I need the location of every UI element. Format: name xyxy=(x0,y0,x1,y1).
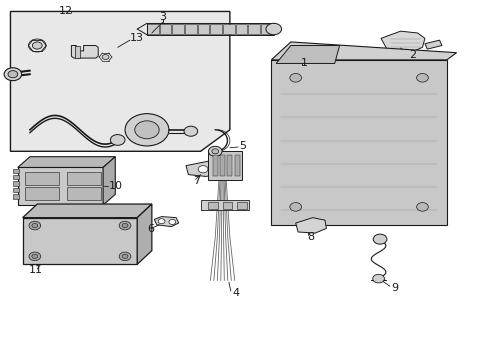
Bar xyxy=(222,202,232,209)
Bar xyxy=(66,172,101,185)
Circle shape xyxy=(416,203,427,211)
Bar xyxy=(13,175,19,179)
Circle shape xyxy=(208,165,218,172)
Bar xyxy=(261,24,272,34)
Text: 7: 7 xyxy=(193,176,200,186)
Circle shape xyxy=(110,135,125,145)
Bar xyxy=(223,24,234,34)
Bar xyxy=(212,155,217,176)
Text: 13: 13 xyxy=(130,33,143,43)
Circle shape xyxy=(119,221,131,230)
Circle shape xyxy=(122,254,128,258)
Circle shape xyxy=(265,23,281,35)
Bar xyxy=(184,24,196,34)
Circle shape xyxy=(158,219,164,224)
Text: 4: 4 xyxy=(232,288,239,298)
Polygon shape xyxy=(18,157,115,167)
Text: 8: 8 xyxy=(306,232,313,242)
Circle shape xyxy=(32,254,38,258)
Bar xyxy=(66,187,101,200)
Polygon shape xyxy=(154,217,178,226)
Polygon shape xyxy=(103,157,115,205)
Polygon shape xyxy=(22,218,137,264)
Bar xyxy=(207,202,217,209)
Circle shape xyxy=(102,54,109,59)
Bar xyxy=(147,24,158,34)
Bar xyxy=(172,24,183,34)
Bar xyxy=(210,24,222,34)
Polygon shape xyxy=(276,45,339,63)
Circle shape xyxy=(119,252,131,261)
Polygon shape xyxy=(75,45,80,58)
Bar xyxy=(200,200,249,211)
Circle shape xyxy=(372,274,384,283)
Text: 5: 5 xyxy=(239,141,246,151)
Bar xyxy=(234,155,239,176)
Bar xyxy=(25,172,59,185)
Bar xyxy=(13,168,19,173)
Bar xyxy=(13,181,19,186)
Polygon shape xyxy=(71,45,98,58)
Circle shape xyxy=(183,126,197,136)
Circle shape xyxy=(208,146,222,156)
Text: 12: 12 xyxy=(59,6,73,17)
Circle shape xyxy=(29,221,41,230)
Bar xyxy=(227,155,232,176)
Bar xyxy=(25,187,59,200)
Circle shape xyxy=(32,224,38,228)
Bar xyxy=(13,188,19,192)
Bar xyxy=(159,24,171,34)
Polygon shape xyxy=(137,204,152,264)
Circle shape xyxy=(135,121,159,139)
Bar xyxy=(237,202,246,209)
Bar xyxy=(220,155,224,176)
Bar xyxy=(235,24,247,34)
Circle shape xyxy=(8,71,18,78)
Text: 1: 1 xyxy=(300,58,307,68)
Polygon shape xyxy=(18,167,103,205)
Circle shape xyxy=(416,73,427,82)
Circle shape xyxy=(289,73,301,82)
Bar xyxy=(207,151,242,180)
Text: 10: 10 xyxy=(109,181,122,192)
Circle shape xyxy=(168,220,175,225)
Circle shape xyxy=(198,166,207,173)
Polygon shape xyxy=(185,160,224,176)
Circle shape xyxy=(29,252,41,261)
Bar xyxy=(147,23,273,35)
Circle shape xyxy=(122,224,128,228)
Text: 6: 6 xyxy=(147,225,154,234)
Text: 3: 3 xyxy=(159,12,166,22)
Polygon shape xyxy=(380,31,424,53)
Text: 9: 9 xyxy=(390,283,397,293)
Text: 11: 11 xyxy=(29,265,43,275)
Bar xyxy=(13,194,19,199)
Circle shape xyxy=(4,68,21,81)
Polygon shape xyxy=(424,40,441,49)
Bar xyxy=(248,24,260,34)
Polygon shape xyxy=(295,218,326,233)
Circle shape xyxy=(211,149,218,154)
Polygon shape xyxy=(22,204,152,218)
Polygon shape xyxy=(271,60,446,225)
Text: 2: 2 xyxy=(408,50,416,60)
Bar xyxy=(197,24,209,34)
Circle shape xyxy=(32,42,42,49)
Polygon shape xyxy=(10,12,229,151)
Polygon shape xyxy=(271,42,456,60)
Circle shape xyxy=(372,234,386,244)
Circle shape xyxy=(289,203,301,211)
Circle shape xyxy=(125,114,168,146)
